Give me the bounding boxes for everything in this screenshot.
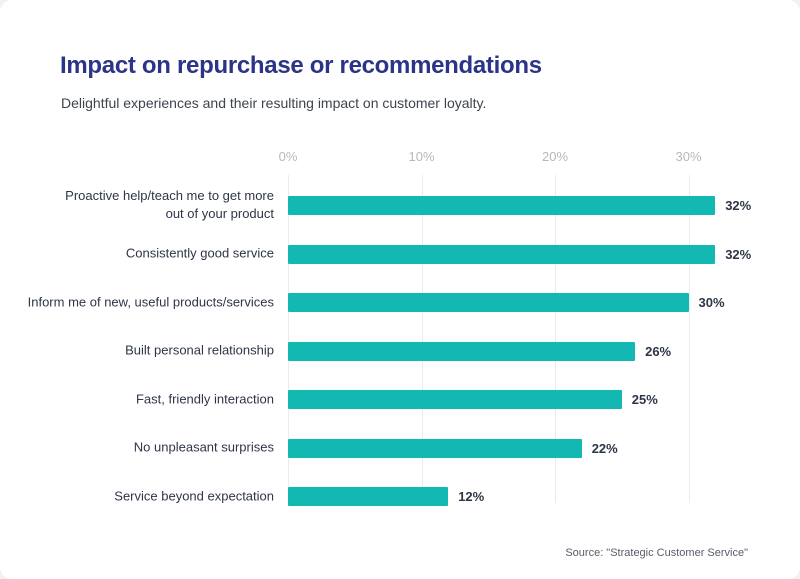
plot-area: 32% 32% 30% 26% 25% 22% 12% xyxy=(288,175,758,506)
category-label: No unpleasant surprises xyxy=(133,439,274,455)
source-note: Source: "Strategic Customer Service" xyxy=(565,547,748,559)
category-label: Fast, friendly interaction xyxy=(135,391,274,407)
bar-value-label: 32% xyxy=(725,198,752,213)
page-title: Impact on repurchase or recommendations xyxy=(60,52,542,79)
gridline xyxy=(688,175,690,503)
bar-value-label: 25% xyxy=(631,392,658,407)
x-tick-label: 10% xyxy=(408,149,435,164)
bar xyxy=(288,438,582,458)
category-label: Inform me of new, useful products/servic… xyxy=(27,294,274,310)
bar xyxy=(288,293,689,312)
category-label: Service beyond expectation xyxy=(114,488,274,504)
bar-value-label: 12% xyxy=(458,489,485,504)
category-label: Built personal relationship xyxy=(125,342,274,358)
page-subtitle: Delightful experiences and their resulti… xyxy=(61,95,487,111)
bar xyxy=(288,244,716,264)
bar-value-label: 32% xyxy=(725,246,752,262)
x-tick-label: 30% xyxy=(675,149,702,164)
bar-value-label: 30% xyxy=(698,295,725,310)
bar xyxy=(288,341,636,361)
gridline xyxy=(288,175,289,503)
x-tick-label: 0% xyxy=(278,149,298,164)
x-axis: 0% 10% 20% 30% xyxy=(279,149,758,165)
category-label: Proactive help/teach me to get more out … xyxy=(65,187,274,222)
bar xyxy=(288,390,622,409)
category-axis: Proactive help/teach me to get more out … xyxy=(0,175,274,505)
bar xyxy=(288,196,716,215)
bar-value-label: 22% xyxy=(591,440,618,456)
bar xyxy=(288,487,449,506)
bar-value-label: 26% xyxy=(645,343,672,359)
gridline xyxy=(421,175,423,503)
gridline xyxy=(555,175,556,503)
category-label: Consistently good service xyxy=(125,245,274,261)
x-tick-label: 20% xyxy=(541,149,569,164)
